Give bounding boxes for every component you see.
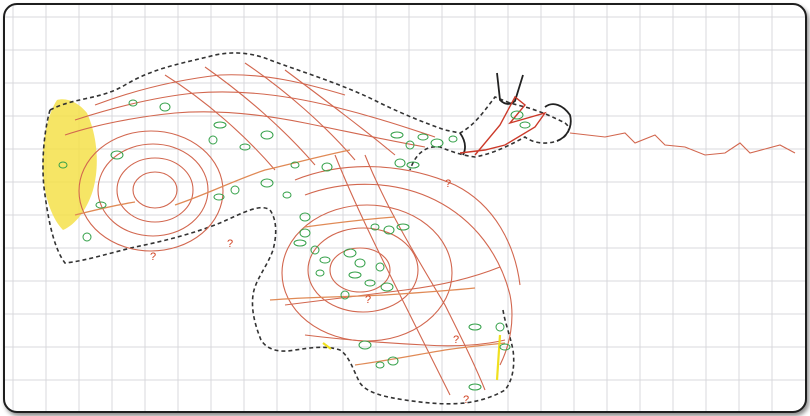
unknown-marker-4: ? — [453, 334, 459, 346]
feature-marker — [430, 138, 444, 148]
cave-outline — [49, 52, 570, 171]
feature-marker — [343, 248, 357, 258]
feature-marker — [128, 99, 138, 107]
feature-marker — [299, 212, 311, 222]
feature-marker — [230, 185, 240, 195]
feature-marker — [321, 162, 333, 172]
unknown-marker-2: ? — [227, 238, 233, 250]
feature-marker — [468, 383, 482, 391]
feature-marker — [299, 228, 311, 238]
east-passage-survey-line — [569, 132, 796, 156]
feature-marker — [348, 271, 362, 279]
unknown-marker-5: ? — [463, 394, 469, 406]
yellow-accents — [322, 334, 502, 381]
feature-marker — [310, 245, 320, 255]
cave-survey-map: ? ? ? ? ? ? — [5, 5, 805, 411]
feature-marker — [387, 356, 399, 366]
feature-marker — [354, 258, 366, 268]
feature-marker — [282, 191, 292, 199]
feature-marker — [519, 121, 531, 129]
green-feature-markers — [58, 99, 531, 391]
feature-marker — [370, 223, 380, 231]
feature-marker — [290, 161, 300, 169]
unknown-marker-3: ? — [365, 294, 371, 306]
feature-marker — [340, 290, 350, 300]
feature-marker — [375, 361, 385, 369]
contour-lines — [64, 62, 521, 396]
feature-marker — [448, 135, 458, 143]
feature-marker — [358, 340, 372, 350]
yellow-region-west — [42, 99, 97, 231]
feature-marker — [417, 133, 429, 141]
feature-marker — [293, 239, 307, 247]
feature-marker — [315, 269, 325, 277]
feature-marker — [396, 223, 410, 231]
feature-marker — [375, 262, 385, 272]
feature-marker — [260, 178, 274, 188]
feature-marker — [82, 232, 92, 242]
feature-marker — [95, 201, 107, 209]
feature-marker — [58, 161, 68, 169]
feature-marker — [495, 322, 505, 332]
secondary-lines — [74, 149, 506, 366]
feature-marker — [364, 279, 376, 287]
feature-marker — [405, 140, 415, 150]
cave-outline-south — [42, 109, 515, 405]
map-frame: ? ? ? ? ? ? — [3, 3, 807, 413]
feature-marker — [260, 130, 274, 140]
east-passage-outline — [459, 72, 572, 156]
feature-marker — [510, 110, 524, 120]
feature-marker — [394, 158, 406, 168]
feature-marker — [390, 131, 404, 139]
feature-marker — [406, 161, 420, 169]
feature-marker — [468, 323, 482, 331]
feature-marker — [319, 256, 331, 264]
unknown-marker-6: ? — [445, 178, 451, 190]
feature-marker — [499, 343, 511, 351]
feature-marker — [110, 150, 124, 160]
east-passage-internal — [459, 95, 547, 156]
feature-marker — [239, 143, 251, 151]
feature-marker — [159, 102, 171, 112]
feature-marker — [213, 193, 225, 201]
unknown-marker-1: ? — [150, 251, 156, 263]
feature-marker — [380, 282, 394, 292]
feature-marker — [383, 225, 395, 235]
grid-lines — [5, 5, 805, 411]
feature-marker — [213, 121, 227, 129]
feature-marker — [208, 135, 218, 145]
